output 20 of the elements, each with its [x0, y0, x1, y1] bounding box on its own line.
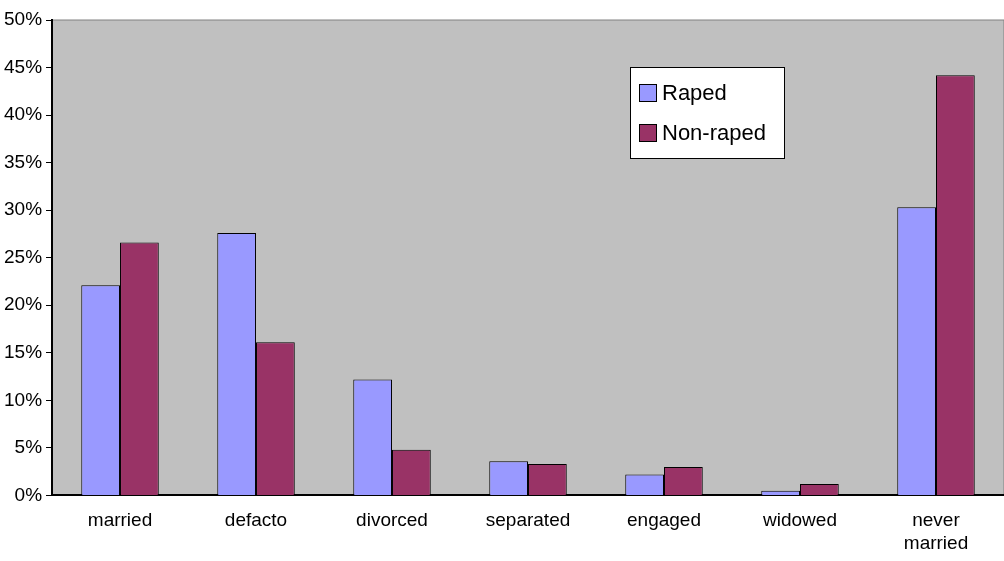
x-tick-label: never married: [903, 509, 969, 553]
y-tick-label: 15%: [4, 341, 43, 363]
y-tick-label: 50%: [4, 8, 43, 30]
x-tick-label: separated: [485, 509, 571, 531]
y-tick-label: 10%: [4, 388, 43, 410]
x-tick-label: widowed: [762, 509, 837, 531]
y-tick-label: 40%: [4, 103, 43, 125]
y-tick-label: 25%: [4, 245, 43, 267]
y-tick-label: 0%: [14, 483, 43, 505]
y-tick-label: 20%: [4, 293, 43, 315]
x-tick-label: divorced: [356, 509, 428, 531]
x-tick-label: married: [87, 509, 153, 531]
y-tick-label: 35%: [4, 150, 43, 172]
x-tick-label: engaged: [627, 509, 701, 531]
y-tick-label: 5%: [14, 436, 43, 458]
y-tick-label: 30%: [4, 198, 43, 220]
y-tick-label: 45%: [4, 55, 43, 77]
legend-label: Non-raped: [662, 119, 766, 147]
legend-label: Raped: [662, 79, 727, 107]
x-tick-label: defacto: [224, 509, 288, 531]
